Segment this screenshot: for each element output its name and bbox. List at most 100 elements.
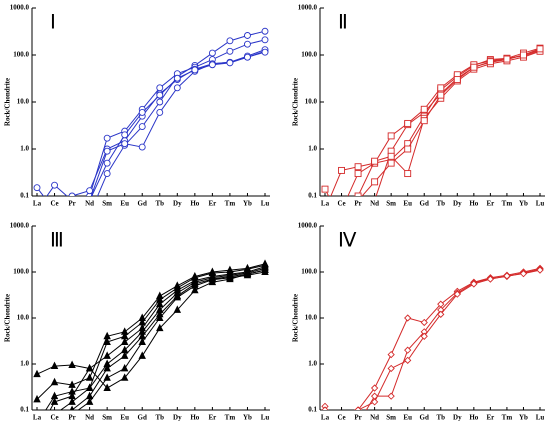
x-tick-label: Dy — [453, 200, 462, 208]
marker — [50, 361, 59, 370]
marker — [138, 337, 146, 346]
marker — [52, 218, 58, 224]
y-tick-label: 0.1 — [308, 192, 317, 200]
marker — [453, 290, 461, 298]
marker — [420, 332, 428, 340]
marker — [261, 48, 269, 56]
y-tick-label: 100.0 — [301, 268, 317, 276]
x-tick-label: Tb — [155, 414, 164, 422]
marker — [339, 218, 345, 224]
marker — [34, 226, 40, 232]
marker — [387, 392, 395, 400]
x-tick-label: Er — [486, 414, 494, 422]
x-tick-label: Nd — [85, 200, 94, 208]
marker — [354, 192, 362, 196]
marker — [404, 314, 412, 322]
marker — [52, 207, 58, 213]
marker — [69, 218, 75, 224]
x-tick-label: Gd — [420, 200, 429, 208]
marker — [404, 170, 412, 178]
y-tick-label: 100.0 — [13, 268, 29, 276]
marker — [261, 36, 269, 44]
marker — [50, 397, 59, 405]
series-line — [77, 271, 266, 410]
marker — [322, 218, 328, 224]
marker — [173, 74, 181, 82]
plot-area — [33, 259, 269, 410]
marker — [191, 281, 199, 289]
marker — [33, 184, 41, 192]
x-tick-label: Gd — [138, 414, 147, 422]
marker — [404, 145, 412, 153]
x-tick-label: Pr — [68, 414, 75, 422]
marker — [261, 27, 269, 35]
marker — [470, 280, 478, 288]
marker — [103, 134, 111, 142]
marker — [103, 363, 111, 372]
series-line — [49, 266, 266, 410]
marker — [156, 108, 164, 116]
x-tick-label: Ho — [469, 414, 478, 422]
marker — [226, 273, 234, 281]
marker — [208, 49, 216, 57]
marker — [87, 212, 93, 218]
series-line — [36, 263, 266, 400]
marker — [191, 285, 199, 294]
marker — [52, 207, 58, 213]
marker — [486, 275, 495, 283]
y-axis-label: Rock/Chondrite — [4, 78, 12, 126]
marker — [322, 207, 328, 213]
marker — [321, 185, 329, 193]
series-line — [36, 30, 266, 196]
x-tick-label: Ho — [190, 414, 199, 422]
series-line — [330, 47, 541, 196]
marker — [519, 270, 528, 278]
marker — [85, 373, 94, 381]
panel-title: Ⅰ — [50, 12, 56, 34]
marker — [103, 383, 111, 392]
marker — [226, 59, 234, 67]
marker — [156, 313, 164, 321]
marker — [437, 310, 445, 318]
y-tick-label: 10.0 — [305, 314, 318, 322]
x-tick-label: Tb — [436, 200, 445, 208]
x-tick-label: Gd — [420, 414, 429, 422]
y-tick-label: 1.0 — [308, 145, 317, 153]
marker — [156, 91, 164, 99]
marker — [387, 152, 395, 160]
marker — [339, 212, 345, 218]
x-tick-label: Yb — [243, 414, 252, 422]
plot-area — [321, 264, 544, 410]
y-tick-label: 0.1 — [20, 406, 29, 414]
marker — [173, 84, 181, 92]
x-tick-label: Ce — [337, 200, 345, 208]
marker — [138, 108, 146, 116]
marker — [85, 363, 94, 372]
marker — [404, 119, 412, 127]
marker — [120, 363, 129, 372]
x-tick-label: Eu — [120, 200, 129, 208]
x-tick-label: Sm — [386, 200, 396, 208]
x-tick-label: Pr — [68, 200, 75, 208]
x-tick-label: Sm — [386, 414, 396, 422]
x-tick-label: Lu — [536, 200, 545, 208]
marker — [85, 383, 94, 392]
panel-title: Ⅲ — [50, 230, 64, 252]
x-tick-label: Nd — [85, 414, 94, 422]
x-tick-label: Ce — [50, 200, 58, 208]
x-tick-label: Yb — [519, 200, 528, 208]
marker — [453, 76, 461, 84]
x-tick-label: Sm — [102, 414, 112, 422]
series-line — [324, 267, 541, 410]
panel: 0.1 1.0 10.0 100.0 1000.0 La Ce Pr Nd Sm Eu Gd Tb Dy H… — [292, 222, 545, 422]
marker — [34, 218, 40, 224]
marker — [34, 207, 40, 213]
marker — [387, 364, 395, 373]
marker — [173, 292, 182, 301]
marker — [420, 105, 428, 113]
marker — [261, 267, 269, 275]
marker — [52, 218, 58, 224]
x-tick-label: Er — [208, 414, 216, 422]
marker — [404, 346, 412, 354]
